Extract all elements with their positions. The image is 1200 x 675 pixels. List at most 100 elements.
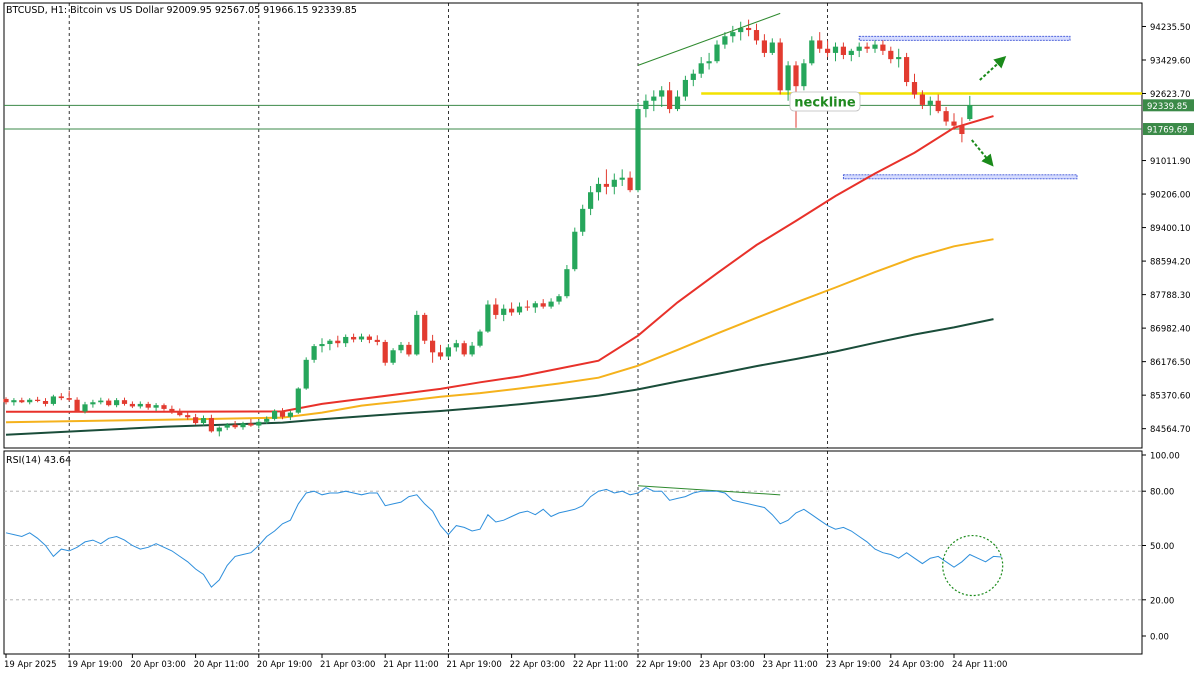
ma-fast-line [6,115,994,413]
candle-body [19,400,25,403]
time-tick-label: 20 Apr 11:00 [194,660,249,670]
candle-body [200,418,207,424]
candle-body [121,400,128,404]
candle-body [832,46,839,53]
candle-body [319,344,325,347]
candle-body [240,423,246,428]
candle-body [437,352,444,357]
time-tick-label: 20 Apr 19:00 [257,660,312,670]
candle-body [390,350,396,363]
time-tick-label: 24 Apr 11:00 [952,660,1007,670]
candle-body [951,121,957,126]
candle-body [777,42,783,91]
candle-body [66,398,72,400]
candle-body [595,183,602,193]
candle-body [753,30,760,41]
candle-body [82,404,88,412]
candle-body [548,301,554,307]
candle-body [935,100,941,112]
candle-body [256,421,262,426]
candle-body [516,306,523,313]
candle-body [651,96,657,101]
neckline-label-text: neckline [794,96,856,111]
candle-body [114,400,120,406]
arrow-up [979,55,1007,81]
candle-body [177,411,183,416]
candle-body [919,94,925,105]
candle-body [493,304,499,315]
candle-body [619,177,625,180]
ma-slow-line [5,318,994,436]
candle-body [746,27,752,31]
candle-body [279,410,286,417]
candle-body [232,424,238,428]
candles [3,19,973,437]
candle-body [50,396,56,404]
price-tick-label: 94235.50 [1150,23,1191,33]
candle-body [880,44,886,51]
level-price-label: 91769.69 [1147,126,1188,136]
rsi-tick-label: 100.00 [1150,452,1180,462]
candle-body [556,296,562,302]
time-tick-label: 22 Apr 19:00 [636,660,691,670]
candle-body [532,303,538,308]
candle-body [872,44,878,49]
candle-body [524,306,530,308]
candle-body [722,36,728,45]
price-tick-label: 89400.10 [1150,224,1191,234]
candle-body [327,340,333,345]
candle-body [856,46,862,51]
ma-mid-line [5,238,994,424]
time-tick-label: 22 Apr 11:00 [573,660,628,670]
candle-body [224,424,230,428]
price-tick-label: 87788.30 [1150,291,1191,301]
time-tick-label: 23 Apr 19:00 [826,660,881,670]
candle-body [698,63,704,74]
candle-body [730,32,736,37]
axes: 94235.50 93429.60 92623.70 91011.90 90206.00… [4,23,1194,670]
candle-body [896,57,902,60]
price-tick-label: 88594.20 [1150,258,1191,268]
candle-body [272,410,278,419]
rsi-panel-border [3,450,1143,655]
arrow-down [971,139,994,167]
candle-body [967,105,973,120]
current-price-label: 92339.85 [1147,102,1188,112]
rsi-label: RSI(14) 43.64 [6,455,71,466]
candle-body [469,345,475,355]
candle-body [825,48,831,53]
candle-body [153,405,159,408]
time-tick-label: 19 Apr 19:00 [67,660,122,670]
candle-body [366,336,372,340]
candle-body [145,403,151,408]
candle-body [509,308,515,313]
price-tick-label: 92623.70 [1150,90,1191,100]
candle-body [414,314,420,355]
neckline-label: neckline [789,91,861,112]
price-tick-label: 90206.00 [1150,191,1191,201]
price-tick-label: 93429.60 [1150,56,1191,66]
time-tick-label: 19 Apr 2025 [4,660,57,670]
candle-body [461,343,467,355]
candle-body [682,79,688,97]
candle-body [572,231,578,270]
candle-body [311,346,317,360]
candle-body [193,417,199,424]
candle-body [185,415,191,418]
candle-body [564,269,570,297]
candle-body [137,403,143,407]
candle-body [801,63,807,87]
candle-body [303,359,309,389]
target-zones [842,35,1078,180]
time-tick-label: 20 Apr 03:00 [130,660,185,670]
candle-body [208,418,214,432]
candle-body [3,398,9,403]
candle-body [603,183,609,187]
candle-body [98,400,104,403]
candle-body [667,90,673,110]
candle-body [580,208,586,232]
candle-body [904,57,910,83]
candle-body [485,304,491,332]
candle-body [453,343,459,348]
